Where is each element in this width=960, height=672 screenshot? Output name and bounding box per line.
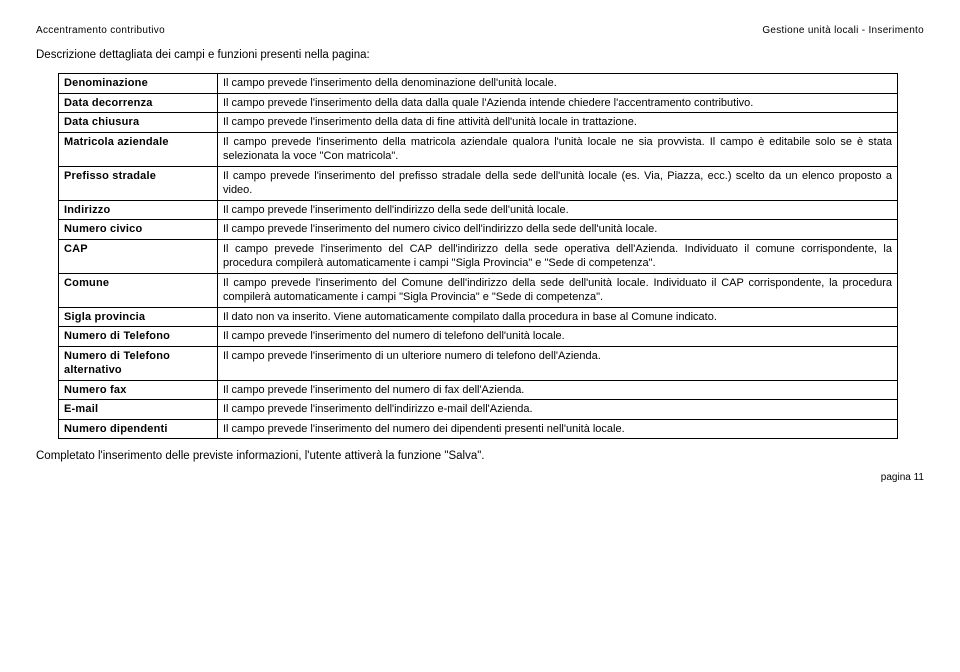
field-label: Numero fax xyxy=(59,380,218,400)
field-label: Indirizzo xyxy=(59,200,218,220)
field-label: E-mail xyxy=(59,400,218,420)
field-label: Data chiusura xyxy=(59,113,218,133)
fields-table: DenominazioneIl campo prevede l'inserime… xyxy=(58,73,898,439)
intro-text: Descrizione dettagliata dei campi e funz… xyxy=(36,48,924,64)
field-label: Numero di Telefono alternativo xyxy=(59,346,218,380)
table-row: Data chiusuraIl campo prevede l'inserime… xyxy=(59,113,898,133)
table-row: DenominazioneIl campo prevede l'inserime… xyxy=(59,74,898,94)
table-row: Numero dipendentiIl campo prevede l'inse… xyxy=(59,419,898,439)
field-label: Numero civico xyxy=(59,220,218,240)
fields-table-wrap: DenominazioneIl campo prevede l'inserime… xyxy=(58,73,924,439)
table-row: Data decorrenzaIl campo prevede l'inseri… xyxy=(59,93,898,113)
field-description: Il campo prevede l'inserimento della den… xyxy=(218,74,898,94)
table-row: Numero faxIl campo prevede l'inserimento… xyxy=(59,380,898,400)
field-label: Numero di Telefono xyxy=(59,327,218,347)
field-description: Il campo prevede l'inserimento della dat… xyxy=(218,93,898,113)
field-label: Denominazione xyxy=(59,74,218,94)
field-description: Il campo prevede l'inserimento del CAP d… xyxy=(218,239,898,273)
field-label: Sigla provincia xyxy=(59,307,218,327)
field-description: Il campo prevede l'inserimento dell'indi… xyxy=(218,200,898,220)
field-label: Prefisso stradale xyxy=(59,166,218,200)
table-row: Sigla provinciaIl dato non va inserito. … xyxy=(59,307,898,327)
table-row: Numero di TelefonoIl campo prevede l'ins… xyxy=(59,327,898,347)
field-label: Numero dipendenti xyxy=(59,419,218,439)
field-label: Matricola aziendale xyxy=(59,132,218,166)
table-row: E-mailIl campo prevede l'inserimento del… xyxy=(59,400,898,420)
field-description: Il campo prevede l'inserimento dell'indi… xyxy=(218,400,898,420)
field-description: Il campo prevede l'inserimento di un ult… xyxy=(218,346,898,380)
field-description: Il campo prevede l'inserimento del prefi… xyxy=(218,166,898,200)
outro-text: Completato l'inserimento delle previste … xyxy=(36,449,924,465)
field-description: Il campo prevede l'inserimento del Comun… xyxy=(218,273,898,307)
header-right: Gestione unità locali - Inserimento xyxy=(762,24,924,38)
table-row: Prefisso stradaleIl campo prevede l'inse… xyxy=(59,166,898,200)
field-description: Il dato non va inserito. Viene automatic… xyxy=(218,307,898,327)
field-label: CAP xyxy=(59,239,218,273)
table-row: IndirizzoIl campo prevede l'inserimento … xyxy=(59,200,898,220)
table-row: Matricola aziendaleIl campo prevede l'in… xyxy=(59,132,898,166)
field-description: Il campo prevede l'inserimento della mat… xyxy=(218,132,898,166)
header-left: Accentramento contributivo xyxy=(36,24,165,38)
field-description: Il campo prevede l'inserimento della dat… xyxy=(218,113,898,133)
field-label: Comune xyxy=(59,273,218,307)
field-label: Data decorrenza xyxy=(59,93,218,113)
field-description: Il campo prevede l'inserimento del numer… xyxy=(218,419,898,439)
table-row: ComuneIl campo prevede l'inserimento del… xyxy=(59,273,898,307)
table-row: Numero di Telefono alternativoIl campo p… xyxy=(59,346,898,380)
table-row: Numero civicoIl campo prevede l'inserime… xyxy=(59,220,898,240)
table-row: CAPIl campo prevede l'inserimento del CA… xyxy=(59,239,898,273)
page-number: pagina 11 xyxy=(36,471,924,485)
field-description: Il campo prevede l'inserimento del numer… xyxy=(218,327,898,347)
field-description: Il campo prevede l'inserimento del numer… xyxy=(218,220,898,240)
page-header: Accentramento contributivo Gestione unit… xyxy=(36,24,924,38)
field-description: Il campo prevede l'inserimento del numer… xyxy=(218,380,898,400)
